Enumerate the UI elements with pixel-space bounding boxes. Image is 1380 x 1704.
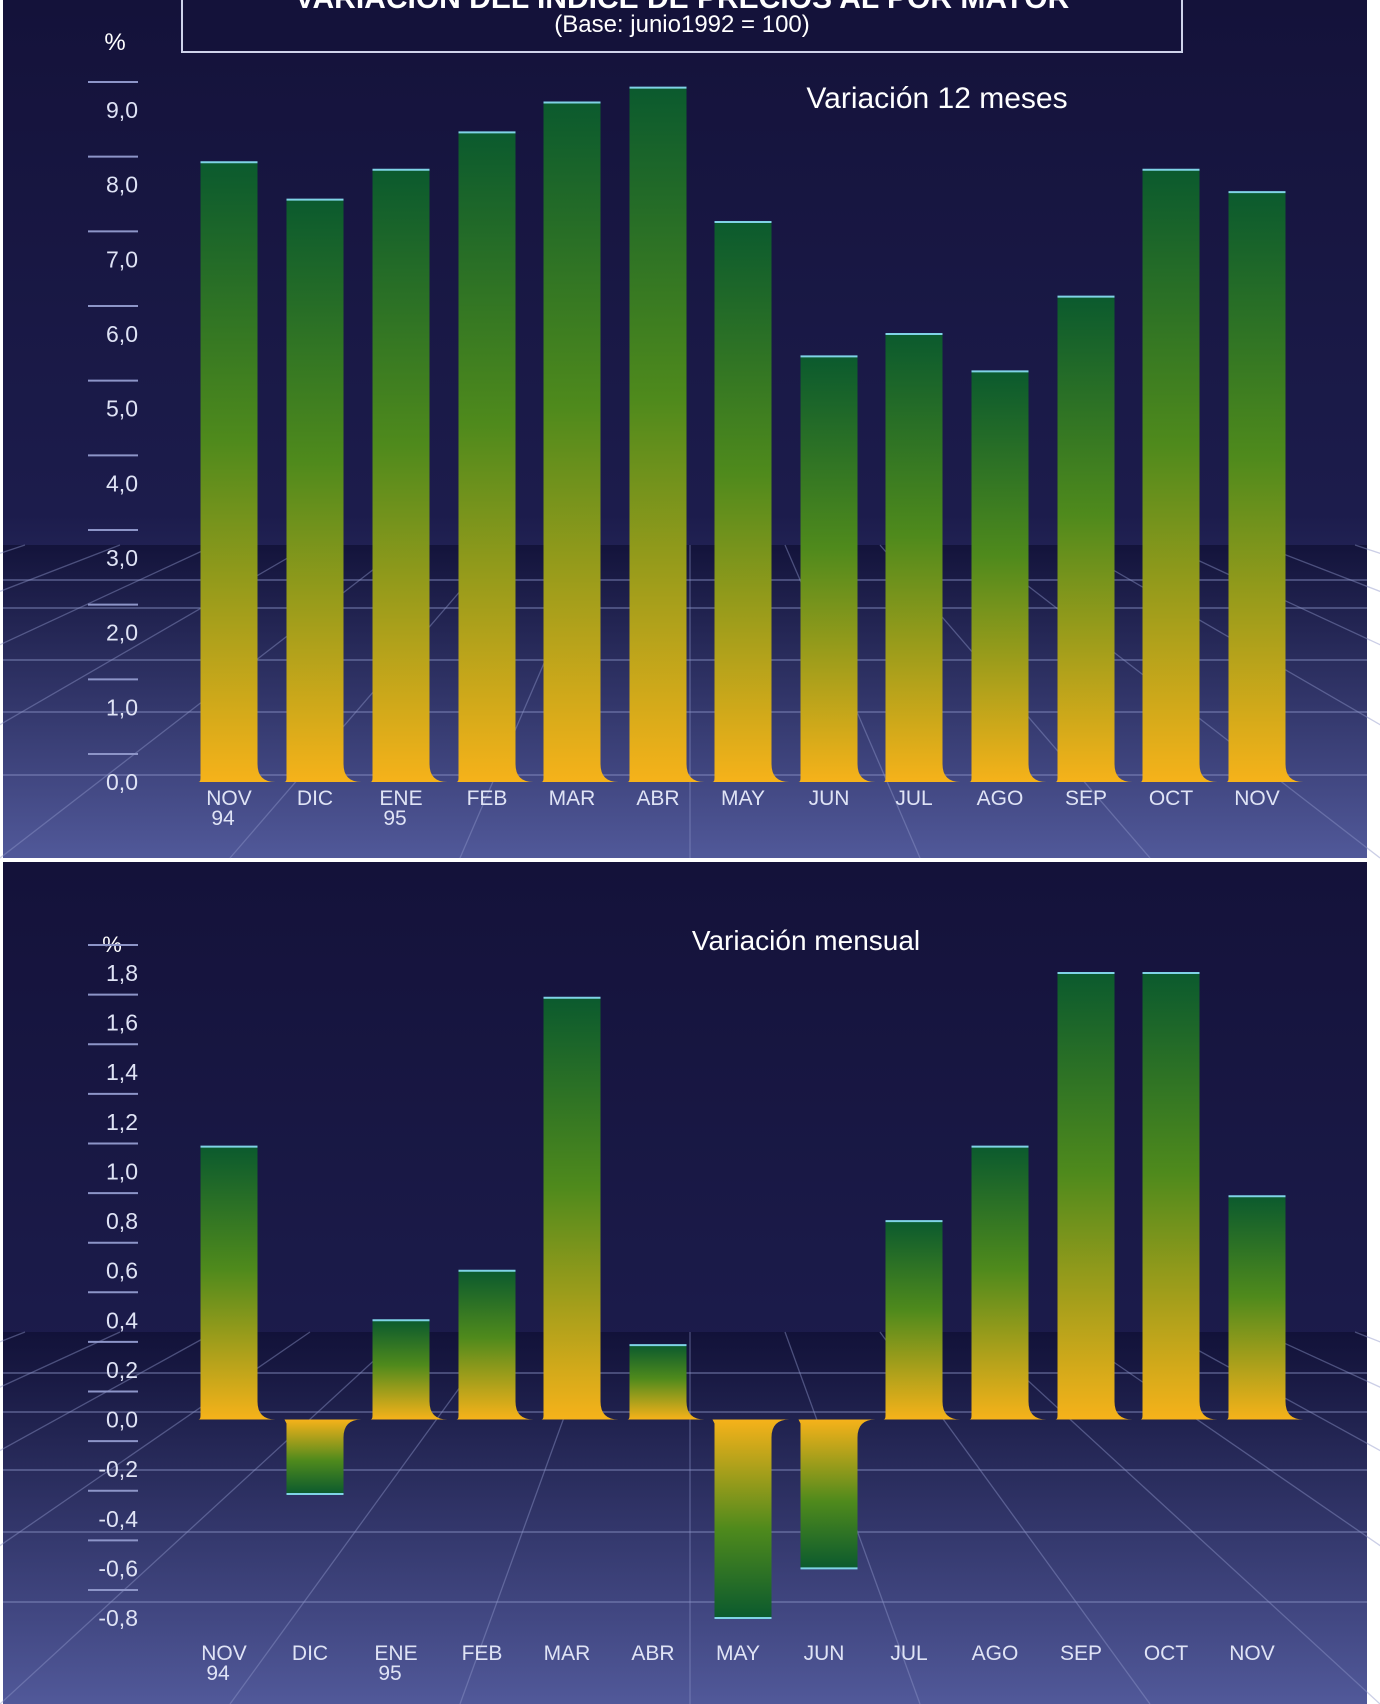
x-tick-label: MAR (549, 787, 596, 810)
title-box (181, 0, 1183, 53)
x-tick-label: ABR (631, 1642, 674, 1665)
top-y-axis-label: % (104, 29, 125, 56)
y-tick-label: -0,2 (98, 1456, 138, 1482)
x-tick-label: NOV (1229, 1642, 1275, 1665)
chart-main-title: VARIACION DEL INDICE DE PRECIOS AL POR M… (295, 0, 1070, 15)
bar (198, 162, 276, 782)
bar (883, 1221, 961, 1420)
bar (1055, 296, 1133, 782)
bottom-bars (198, 972, 1304, 1619)
x-tick-label: JUN (804, 1642, 845, 1665)
x-tick-label: ENE (374, 1642, 417, 1665)
x-tick-label: AGO (977, 787, 1024, 810)
bar (456, 1270, 534, 1420)
x-tick-label-year: 94 (206, 1662, 230, 1685)
x-tick-label: MAY (716, 1642, 760, 1665)
top-y-axis: 0,0 1,0 2,0 3,0 4,0 5,0 6,0 7,0 8,0 9,0 (88, 81, 138, 795)
bar (712, 1419, 790, 1618)
y-tick-label: 6,0 (106, 321, 138, 347)
bar (969, 371, 1047, 782)
bar (712, 222, 790, 782)
bar (1226, 1196, 1304, 1420)
y-tick-label: 5,0 (106, 396, 138, 422)
floor-grid-line (229, 544, 501, 859)
y-tick-label: 1,2 (106, 1109, 138, 1135)
y-tick-label: 3,0 (106, 545, 138, 571)
y-tick-label: 0,6 (106, 1258, 138, 1284)
y-tick-label: 7,0 (106, 246, 138, 272)
chart-subtitle: (Base: junio1992 = 100) (554, 11, 810, 38)
x-tick-label: JUN (809, 787, 850, 810)
x-tick-label: NOV (201, 1642, 247, 1665)
y-tick-label: 1,4 (106, 1059, 138, 1085)
bar (284, 1419, 362, 1494)
x-tick-label: OCT (1149, 787, 1194, 810)
bar (1055, 973, 1133, 1420)
bar (798, 356, 876, 782)
bar (798, 1419, 876, 1569)
bar (627, 1345, 705, 1420)
y-tick-label: 4,0 (106, 470, 138, 496)
y-tick-label: 8,0 (106, 172, 138, 198)
y-tick-label: 1,0 (106, 1158, 138, 1184)
y-tick-label: 1,0 (106, 694, 138, 720)
bottom-y-axis: -0,8 -0,6 -0,4 -0,2 0,0 0,2 0,4 0,6 0,8 1,0 1,2 1,4… (88, 944, 138, 1631)
x-tick-label: SEP (1065, 787, 1107, 810)
bottom-chart-title: Variación mensual (692, 925, 920, 956)
bar (370, 169, 448, 782)
x-tick-label: FEB (462, 1642, 503, 1665)
y-tick-label: 1,8 (106, 960, 138, 986)
bar (883, 334, 961, 782)
x-tick-label: MAY (721, 787, 765, 810)
bar (284, 199, 362, 783)
y-tick-label: 1,6 (106, 1010, 138, 1036)
x-tick-label-year: 95 (383, 807, 406, 830)
x-tick-label: DIC (297, 787, 333, 810)
y-tick-label: 0,4 (106, 1307, 138, 1333)
bar (1140, 169, 1218, 782)
bar (541, 997, 619, 1420)
bar (541, 102, 619, 783)
top-chart-title: Variación 12 meses (806, 82, 1067, 115)
x-tick-label: JUL (890, 1642, 927, 1665)
y-tick-label: 0,8 (106, 1208, 138, 1234)
x-tick-label: OCT (1144, 1642, 1189, 1665)
y-tick-label: 9,0 (106, 97, 138, 123)
x-tick-label: ABR (636, 787, 679, 810)
x-tick-label: FEB (467, 787, 508, 810)
floor-grid-line (0, 1331, 406, 1704)
y-tick-label: 0,0 (106, 769, 138, 795)
bar (456, 132, 534, 782)
bar (1140, 973, 1218, 1420)
x-tick-label: DIC (292, 1642, 328, 1665)
x-tick-label: MAR (544, 1642, 591, 1665)
y-tick-label: 0,0 (106, 1407, 138, 1433)
y-tick-label: -0,6 (98, 1555, 138, 1581)
floor-grid-line (229, 1331, 501, 1704)
x-tick-label: SEP (1060, 1642, 1102, 1665)
y-tick-label: -0,4 (98, 1506, 138, 1532)
floor-grid-line (0, 1331, 216, 1452)
bar (969, 1146, 1047, 1420)
bar (627, 87, 705, 783)
y-tick-label: 0,2 (106, 1357, 138, 1383)
bar (370, 1320, 448, 1420)
x-tick-label: ENE (379, 787, 422, 810)
x-tick-label-year: 94 (211, 807, 235, 830)
floor-grid-line (0, 544, 216, 646)
top-bars (198, 86, 1304, 783)
x-tick-label-year: 95 (378, 1662, 401, 1685)
x-tick-label: AGO (972, 1642, 1019, 1665)
floor-grid-line (974, 1331, 1380, 1704)
x-tick-label: NOV (206, 787, 252, 810)
bar (1226, 192, 1304, 783)
bar (198, 1146, 276, 1420)
x-tick-label: JUL (895, 787, 932, 810)
y-tick-label: 2,0 (106, 620, 138, 646)
x-tick-label: NOV (1234, 787, 1280, 810)
y-tick-label: -0,8 (98, 1605, 138, 1631)
